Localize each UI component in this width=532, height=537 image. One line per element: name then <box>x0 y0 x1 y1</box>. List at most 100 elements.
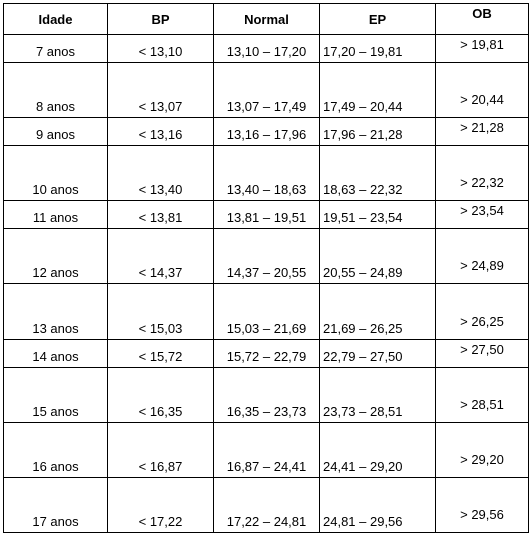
age-value: 12 anos <box>32 265 79 281</box>
ep-cell: 24,41 – 29,20 <box>319 421 436 478</box>
table-row: 9 anos < 13,16 13,16 – 17,96 17,96 – 21,28 >… <box>3 117 529 147</box>
normal-cell: 16,87 – 24,41 <box>213 421 320 478</box>
normal-value: 15,03 – 21,69 <box>226 320 307 336</box>
age-value: 7 anos <box>35 44 76 60</box>
ob-cell: > 21,28 <box>435 117 529 147</box>
header-bp: BP <box>107 3 214 35</box>
ep-cell: 23,73 – 28,51 <box>319 366 436 423</box>
normal-value: 13,81 – 19,51 <box>226 210 307 226</box>
bp-value: < 13,07 <box>138 99 183 115</box>
table-row: 13 anos < 15,03 15,03 – 21,69 21,69 – 26,25… <box>3 283 529 340</box>
ob-value: > 29,20 <box>460 451 504 467</box>
ep-value: 17,96 – 21,28 <box>323 127 403 143</box>
ob-value: > 22,32 <box>460 175 504 191</box>
normal-cell: 13,16 – 17,96 <box>213 117 320 147</box>
normal-cell: 17,22 – 24,81 <box>213 476 320 534</box>
age-cell: 12 anos <box>3 228 108 285</box>
ob-cell: > 28,51 <box>435 366 529 423</box>
bp-cell: < 16,87 <box>107 421 214 478</box>
age-cell: 16 anos <box>3 421 108 478</box>
ep-value: 19,51 – 23,54 <box>323 210 403 226</box>
normal-cell: 16,35 – 23,73 <box>213 366 320 423</box>
ob-value: > 21,28 <box>460 120 504 136</box>
normal-value: 14,37 – 20,55 <box>226 265 307 281</box>
age-cell: 14 anos <box>3 338 108 368</box>
ep-cell: 19,51 – 23,54 <box>319 200 436 230</box>
normal-cell: 14,37 – 20,55 <box>213 228 320 285</box>
normal-value: 13,10 – 17,20 <box>226 44 307 60</box>
age-cell: 13 anos <box>3 283 108 340</box>
age-value: 8 anos <box>35 99 76 115</box>
header-ep: EP <box>319 3 436 35</box>
table-row: 14 anos < 15,72 15,72 – 22,79 22,79 – 27,50… <box>3 338 529 368</box>
ep-cell: 21,69 – 26,25 <box>319 283 436 340</box>
bp-cell: < 14,37 <box>107 228 214 285</box>
age-cell: 8 anos <box>3 62 108 119</box>
bp-cell: < 13,81 <box>107 200 214 230</box>
normal-value: 13,40 – 18,63 <box>226 182 307 198</box>
normal-value: 16,87 – 24,41 <box>226 458 307 474</box>
ob-cell: > 29,20 <box>435 421 529 478</box>
bp-cell: < 16,35 <box>107 366 214 423</box>
age-value: 10 anos <box>32 182 79 198</box>
age-value: 14 anos <box>32 348 79 364</box>
age-value: 11 anos <box>32 210 79 226</box>
bp-value: < 16,35 <box>138 403 183 419</box>
header-normal: Normal <box>213 3 320 35</box>
age-cell: 7 anos <box>3 33 108 64</box>
normal-value: 16,35 – 23,73 <box>226 403 307 419</box>
ep-value: 17,49 – 20,44 <box>323 99 403 115</box>
table-row: 15 anos < 16,35 16,35 – 23,73 23,73 – 28,51… <box>3 366 529 423</box>
ob-value: > 24,89 <box>460 258 504 274</box>
ob-cell: > 24,89 <box>435 228 529 285</box>
ep-value: 22,79 – 27,50 <box>323 348 403 364</box>
normal-cell: 13,40 – 18,63 <box>213 145 320 202</box>
ob-cell: > 26,25 <box>435 283 529 340</box>
age-cell: 11 anos <box>3 200 108 230</box>
bp-value: < 14,37 <box>138 265 183 281</box>
ob-value: > 19,81 <box>460 37 504 53</box>
bp-cell: < 17,22 <box>107 476 214 534</box>
bp-value: < 15,72 <box>138 348 183 364</box>
table-row: 11 anos < 13,81 13,81 – 19,51 19,51 – 23,54… <box>3 200 529 230</box>
ep-value: 24,41 – 29,20 <box>323 458 403 474</box>
table-row: 12 anos < 14,37 14,37 – 20,55 20,55 – 24,89… <box>3 228 529 285</box>
ep-value: 17,20 – 19,81 <box>323 44 403 60</box>
normal-cell: 15,03 – 21,69 <box>213 283 320 340</box>
bp-value: < 15,03 <box>138 320 183 336</box>
bmi-classification-table: Idade BP Normal EP OB 7 anos < 13,10 13,10… <box>3 3 529 534</box>
header-ob: OB <box>435 3 529 35</box>
ob-cell: > 23,54 <box>435 200 529 230</box>
age-cell: 15 anos <box>3 366 108 423</box>
table-row: 8 anos < 13,07 13,07 – 17,49 17,49 – 20,44 >… <box>3 62 529 119</box>
age-value: 9 anos <box>35 127 76 143</box>
table-row: 16 anos < 16,87 16,87 – 24,41 24,41 – 29,20… <box>3 421 529 478</box>
ep-value: 20,55 – 24,89 <box>323 265 403 281</box>
ob-value: > 23,54 <box>460 203 504 219</box>
age-cell: 9 anos <box>3 117 108 147</box>
normal-cell: 15,72 – 22,79 <box>213 338 320 368</box>
bp-cell: < 13,16 <box>107 117 214 147</box>
ob-value: > 28,51 <box>460 396 504 412</box>
bp-value: < 16,87 <box>138 458 183 474</box>
age-value: 15 anos <box>32 403 79 419</box>
ob-cell: > 19,81 <box>435 33 529 64</box>
ob-cell: > 20,44 <box>435 62 529 119</box>
ep-value: 23,73 – 28,51 <box>323 403 403 419</box>
bp-cell: < 13,40 <box>107 145 214 202</box>
ob-value: > 20,44 <box>460 92 504 108</box>
normal-value: 13,16 – 17,96 <box>226 127 307 143</box>
ep-value: 21,69 – 26,25 <box>323 320 403 336</box>
bp-cell: < 15,03 <box>107 283 214 340</box>
normal-cell: 13,81 – 19,51 <box>213 200 320 230</box>
table-row: 10 anos < 13,40 13,40 – 18,63 18,63 – 22,32… <box>3 145 529 202</box>
ep-value: 18,63 – 22,32 <box>323 182 403 198</box>
table-row: 17 anos < 17,22 17,22 – 24,81 24,81 – 29,56… <box>3 476 529 534</box>
age-cell: 17 anos <box>3 476 108 534</box>
table-row: 7 anos < 13,10 13,10 – 17,20 17,20 – 19,81 >… <box>3 33 529 64</box>
bp-value: < 13,16 <box>138 127 183 143</box>
bp-value: < 17,22 <box>138 514 183 529</box>
ep-cell: 18,63 – 22,32 <box>319 145 436 202</box>
ep-cell: 17,96 – 21,28 <box>319 117 436 147</box>
ob-value: > 29,56 <box>460 507 504 522</box>
